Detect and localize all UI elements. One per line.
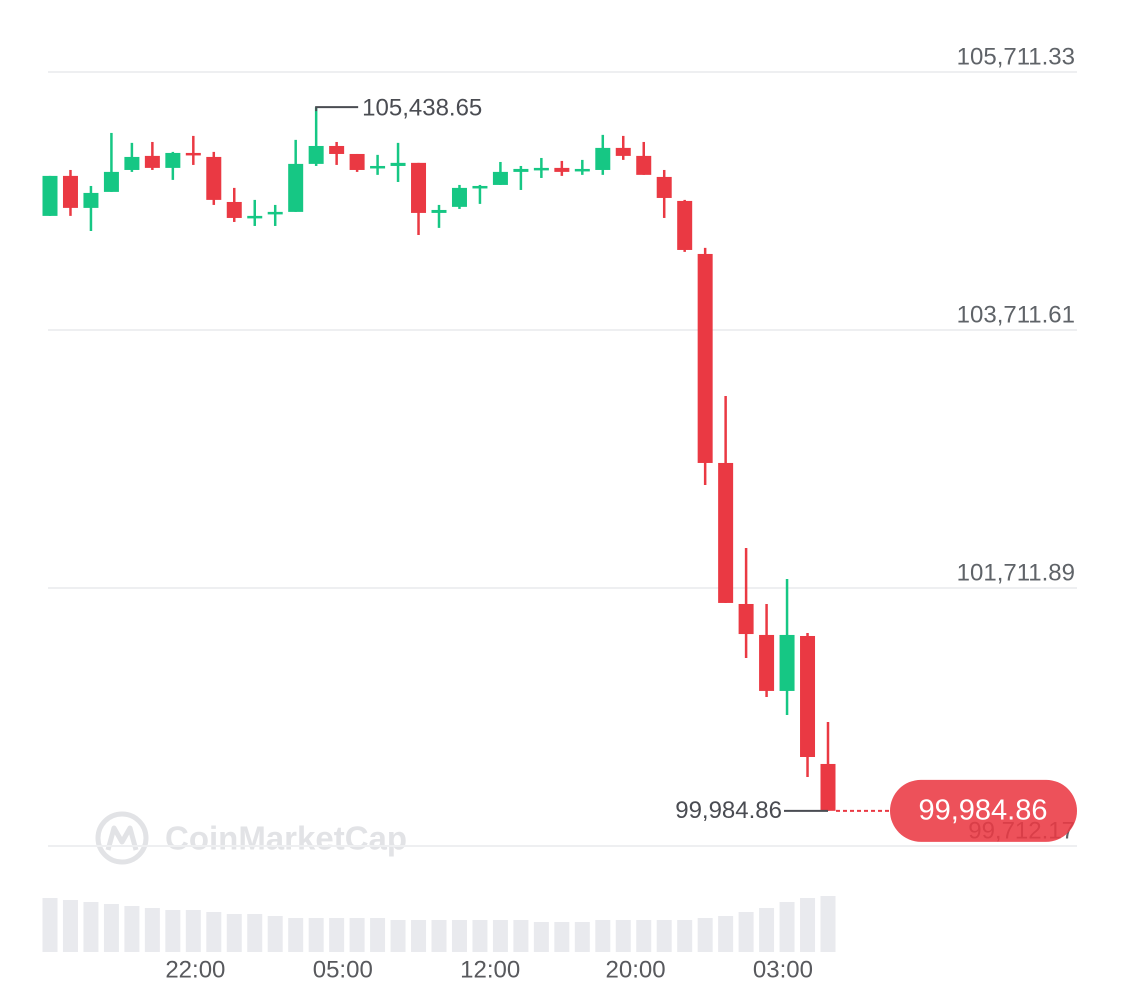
volume-bar (411, 920, 427, 952)
candle-body (451, 187, 467, 207)
volume-bar (103, 904, 119, 952)
candle-body (370, 165, 386, 169)
volume-bar (370, 918, 386, 952)
volume-bar (42, 898, 58, 952)
volume-bar (595, 920, 611, 952)
candle-body (83, 192, 99, 208)
volume-bar (533, 922, 549, 952)
volume-bar (390, 920, 406, 952)
candles (42, 107, 836, 811)
volume-bar (144, 908, 160, 952)
candle-body (492, 171, 508, 185)
volume-bar (83, 902, 99, 952)
candle-body (615, 147, 631, 156)
volume-bar (185, 910, 201, 952)
x-tick-label: 05:00 (313, 956, 373, 983)
candle-body (697, 253, 713, 463)
candle-body (554, 167, 570, 172)
price-tag-label: 99,984.86 (918, 794, 1047, 826)
candle-body (595, 147, 611, 170)
candle-body (349, 153, 365, 170)
volume-bar (124, 906, 140, 952)
volume-bar (267, 916, 283, 952)
candle-body (533, 167, 549, 171)
max-label: 105,438.65 (362, 95, 482, 122)
candle-body (779, 634, 795, 691)
y-tick-label: 105,711.33 (957, 43, 1075, 70)
candle-body (390, 162, 406, 166)
candle-body (103, 171, 119, 192)
candle-body (677, 200, 693, 250)
volume-bar (779, 902, 795, 952)
volume-bar (677, 920, 693, 952)
volume-bar (759, 908, 775, 952)
candle-body (226, 201, 242, 218)
candle-body (288, 163, 304, 212)
volume-bar (308, 918, 324, 952)
candle-body (636, 155, 652, 175)
volume-bar (615, 920, 631, 952)
candle-body (206, 156, 222, 200)
volume-bar (492, 920, 508, 952)
candle-body (738, 603, 754, 635)
x-tick-label: 22:00 (165, 956, 225, 983)
volume-bar (226, 914, 242, 952)
watermark: CoinMarketCap (95, 811, 407, 865)
volume-bar (451, 920, 467, 952)
candle-body (800, 635, 816, 757)
volume-bar (554, 922, 570, 952)
volume-bar (513, 920, 529, 952)
candle-body (124, 156, 140, 170)
candle-body (759, 634, 775, 691)
last-price-label: 99,984.86 (675, 797, 782, 824)
volume-bar (349, 918, 365, 952)
volume-bars (42, 896, 836, 952)
volume-bar (656, 920, 672, 952)
volume-bar (820, 896, 836, 952)
volume-bar (697, 918, 713, 952)
watermark-logo (95, 811, 149, 865)
candle-body (329, 145, 345, 154)
x-tick-label: 12:00 (460, 956, 520, 983)
price-tag (890, 779, 1077, 842)
candle-body (308, 145, 324, 164)
y-tick-label: 101,711.89 (957, 559, 1075, 586)
candle-body (267, 211, 283, 215)
annotations: 105,438.65 99,984.86 99,984.86 (315, 95, 1077, 842)
volume-bar (62, 900, 78, 952)
candle-body (42, 175, 58, 216)
volume-bar (247, 914, 263, 952)
watermark-logo-mark (105, 825, 139, 851)
candle-body (472, 185, 488, 189)
volume-bar (800, 898, 816, 952)
candle-body (431, 209, 447, 213)
x-tick-label: 20:00 (606, 956, 666, 983)
candle-body (247, 215, 263, 219)
candle-body (513, 168, 529, 172)
candle-body (656, 176, 672, 198)
candle-body (165, 152, 181, 168)
volume-bar (718, 916, 734, 952)
volume-bar (738, 912, 754, 952)
volume-bar (165, 910, 181, 952)
volume-bar (636, 920, 652, 952)
volume-bar (206, 912, 222, 952)
candle-body (144, 155, 160, 168)
candle-body (820, 763, 836, 811)
watermark-text: CoinMarketCap (165, 820, 407, 857)
candle-body (574, 168, 590, 172)
volume-bar (288, 918, 304, 952)
candle-body (718, 462, 734, 603)
candle-body (411, 162, 427, 213)
volume-bar (472, 920, 488, 952)
x-tick-label: 03:00 (753, 956, 813, 983)
candle-body (62, 175, 78, 208)
candle-body (185, 152, 201, 156)
volume-bar (574, 922, 590, 952)
y-tick-label: 103,711.61 (957, 301, 1075, 328)
max-leader (315, 106, 359, 112)
volume-bar (431, 920, 447, 952)
volume-bar (329, 918, 345, 952)
